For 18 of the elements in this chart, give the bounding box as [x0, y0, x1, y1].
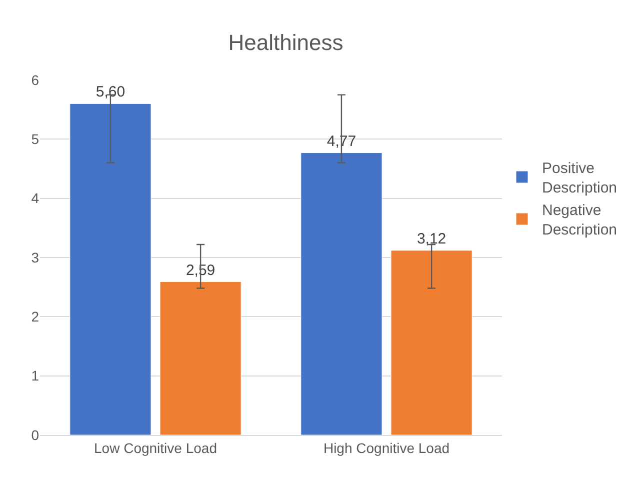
- bar: [70, 103, 152, 435]
- y-tick-label: 4: [31, 190, 40, 206]
- legend-label: Negative Description: [542, 202, 618, 239]
- y-tick-label: 1: [31, 368, 40, 384]
- y-tick-label: 0: [31, 426, 40, 443]
- x-tick-label: Low Cognitive Load: [94, 440, 217, 456]
- data-label: 3,12: [416, 230, 446, 248]
- y-tick-label: 6: [31, 72, 40, 88]
- y-tick-label: 2: [31, 308, 40, 325]
- bar: [160, 282, 242, 435]
- y-tick-label: 3: [31, 249, 40, 266]
- x-tick-label: High Cognitive Load: [323, 440, 450, 456]
- chart-title: Healthiness: [228, 30, 344, 56]
- data-label: 5,60: [96, 84, 126, 101]
- legend-label: Positive Description: [542, 160, 618, 197]
- bar: [300, 152, 382, 435]
- y-tick-label: 5: [31, 131, 40, 148]
- bar: [390, 250, 472, 435]
